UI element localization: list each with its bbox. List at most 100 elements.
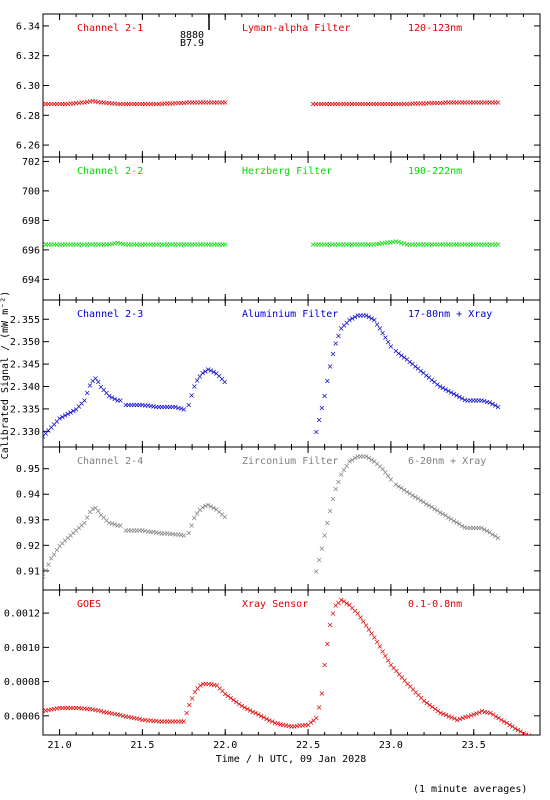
data-point: × (283, 721, 290, 730)
data-point: × (412, 240, 419, 249)
data-point: × (537, 736, 544, 745)
data-point: × (382, 651, 389, 660)
data-point: × (462, 713, 469, 722)
data-point: × (252, 709, 259, 718)
data-point: × (192, 687, 199, 696)
data-point: × (324, 518, 331, 527)
data-point: × (205, 501, 212, 510)
data-point: × (216, 684, 223, 693)
data-point: × (390, 237, 397, 246)
data-point: × (302, 721, 309, 730)
data-point: × (84, 704, 91, 713)
data-point: × (495, 714, 502, 723)
data-point: × (409, 240, 416, 249)
data-point: × (87, 508, 94, 517)
data-point: × (451, 390, 458, 399)
data-point: × (437, 98, 444, 107)
data-point: × (249, 707, 256, 716)
data-point: × (164, 99, 171, 108)
data-point: × (332, 601, 339, 610)
data-point: × (385, 656, 392, 665)
data-point: × (125, 526, 132, 535)
data-point: × (291, 722, 298, 731)
y-tick-label: 702 (22, 157, 40, 168)
data-point: × (200, 240, 207, 249)
data-point: × (404, 679, 411, 688)
series-4: ××××××××××××××××××××××××××××××××××××××××… (43, 595, 544, 745)
data-point: × (84, 97, 91, 106)
data-point: × (139, 715, 146, 724)
data-point: × (197, 681, 204, 690)
data-point: × (81, 240, 88, 249)
data-point: × (459, 240, 466, 249)
data-point: × (241, 703, 248, 712)
data-point: × (95, 378, 102, 387)
data-point: × (534, 735, 541, 744)
data-point: × (473, 240, 480, 249)
data-point: × (109, 709, 116, 718)
data-point: × (172, 403, 179, 412)
data-point: × (501, 717, 508, 726)
x-tick-label: 23.5 (462, 740, 486, 751)
data-point: × (310, 240, 317, 249)
data-point: × (453, 240, 460, 249)
data-point: × (420, 240, 427, 249)
data-point: × (266, 716, 273, 725)
data-point: × (316, 555, 323, 564)
data-point: × (490, 710, 497, 719)
data-point: × (446, 712, 453, 721)
data-point: × (164, 717, 171, 726)
x-tick-label: 21.0 (48, 740, 72, 751)
data-point: × (312, 99, 319, 108)
data-point: × (114, 239, 121, 248)
data-point: × (515, 726, 522, 735)
data-point: × (188, 521, 195, 530)
data-point: × (329, 240, 336, 249)
data-point: × (324, 377, 331, 386)
data-point: × (274, 719, 281, 728)
data-point: × (467, 98, 474, 107)
data-point: × (335, 598, 342, 607)
data-point: × (180, 98, 187, 107)
data-point: × (150, 528, 157, 537)
data-point: × (114, 396, 121, 405)
data-point: × (258, 712, 265, 721)
data-point: × (62, 536, 69, 545)
data-point: × (208, 680, 215, 689)
data-point: × (475, 523, 482, 532)
data-point: × (200, 679, 207, 688)
data-point: × (197, 240, 204, 249)
data-point: × (432, 704, 439, 713)
data-point: × (346, 240, 353, 249)
data-point: × (418, 694, 425, 703)
data-point: × (428, 503, 435, 512)
data-point: × (359, 240, 366, 249)
panel-frame (42, 13, 541, 158)
data-point: × (470, 523, 477, 532)
data-point: × (145, 716, 152, 725)
data-point: × (158, 99, 165, 108)
y-tick-label: 2.330 (10, 427, 40, 438)
data-point: × (67, 703, 74, 712)
data-point: × (40, 432, 47, 441)
y-axis-title: Calibrated Signal / (mW m⁻²) (0, 291, 11, 460)
data-point: × (125, 99, 132, 108)
data-point: × (81, 704, 88, 713)
data-point: × (222, 690, 229, 699)
data-point: × (213, 369, 220, 378)
data-point: × (423, 698, 430, 707)
data-point: × (191, 382, 198, 391)
data-point: × (89, 240, 96, 249)
data-point: × (385, 472, 392, 481)
data-point: × (341, 466, 348, 475)
data-point: × (401, 239, 408, 248)
x-tick-label: 21.5 (130, 740, 154, 751)
data-point: × (134, 240, 141, 249)
data-point: × (122, 99, 129, 108)
data-point: × (89, 377, 96, 386)
data-point: × (53, 704, 60, 713)
data-point: × (412, 688, 419, 697)
data-point: × (384, 99, 391, 108)
data-point: × (486, 98, 493, 107)
data-point: × (398, 484, 405, 493)
